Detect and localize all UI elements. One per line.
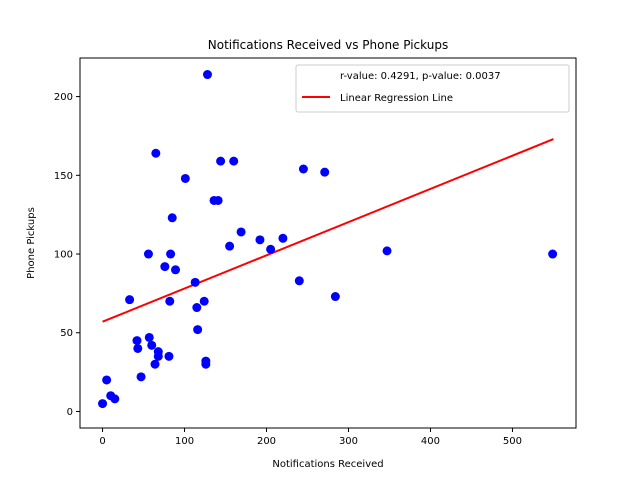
x-tick-label: 500	[503, 436, 522, 447]
x-tick-label: 0	[99, 436, 105, 447]
legend-label-regression: Linear Regression Line	[340, 93, 453, 104]
data-point	[255, 235, 265, 245]
y-tick-label: 50	[60, 328, 73, 339]
points-layer	[98, 70, 558, 409]
data-point	[180, 173, 190, 183]
plot-frame	[79, 57, 577, 429]
x-tick-label: 200	[257, 436, 276, 447]
x-tick-label: 100	[175, 436, 194, 447]
y-axis-label: Phone Pickups	[26, 207, 37, 279]
data-point	[213, 195, 223, 205]
data-point	[192, 303, 202, 313]
data-point	[143, 249, 153, 259]
legend: r-value: 0.4291, p-value: 0.0037 Linear …	[295, 64, 570, 113]
y-tick-label: 100	[54, 250, 73, 261]
data-point	[102, 375, 112, 385]
y-tick-label: 200	[54, 92, 73, 103]
data-point	[167, 213, 177, 223]
regression-layer	[102, 138, 554, 323]
regression-line	[102, 138, 554, 323]
data-point	[110, 394, 120, 404]
data-point	[193, 325, 203, 335]
data-point	[133, 343, 143, 353]
data-point	[216, 156, 226, 166]
data-point	[199, 296, 209, 306]
legend-label-stats: r-value: 0.4291, p-value: 0.0037	[340, 71, 501, 82]
data-point	[171, 265, 181, 275]
data-point	[98, 399, 108, 409]
x-tick-label: 300	[339, 436, 358, 447]
x-tick-label: 400	[421, 436, 440, 447]
data-point	[236, 227, 246, 237]
data-point	[298, 164, 308, 174]
data-point	[150, 359, 160, 369]
data-point	[548, 249, 558, 259]
data-point	[278, 233, 288, 243]
data-point	[202, 70, 212, 80]
data-point	[190, 277, 200, 287]
data-point	[165, 296, 175, 306]
data-point	[266, 244, 276, 254]
data-point	[132, 336, 142, 346]
y-tick-label: 150	[54, 171, 73, 182]
data-point	[330, 292, 340, 302]
data-point	[164, 351, 174, 361]
chart-title: Notifications Received vs Phone Pickups	[208, 38, 448, 52]
data-point	[166, 249, 176, 259]
data-point	[144, 332, 154, 342]
data-point	[320, 167, 330, 177]
data-point	[125, 295, 135, 305]
axis-ticks: 0 100 200 300 400 500 0 50 100 150 200	[54, 92, 522, 447]
data-point	[147, 340, 157, 350]
data-point	[229, 156, 239, 166]
data-point	[153, 351, 163, 361]
data-point	[201, 359, 211, 369]
legend-box	[295, 64, 570, 113]
data-point	[225, 241, 235, 251]
data-point	[382, 246, 392, 256]
x-axis-label: Notifications Received	[272, 459, 383, 470]
data-point	[136, 372, 146, 382]
y-tick-label: 0	[67, 407, 73, 418]
data-point	[294, 276, 304, 286]
data-point	[151, 148, 161, 158]
data-point	[160, 262, 170, 272]
